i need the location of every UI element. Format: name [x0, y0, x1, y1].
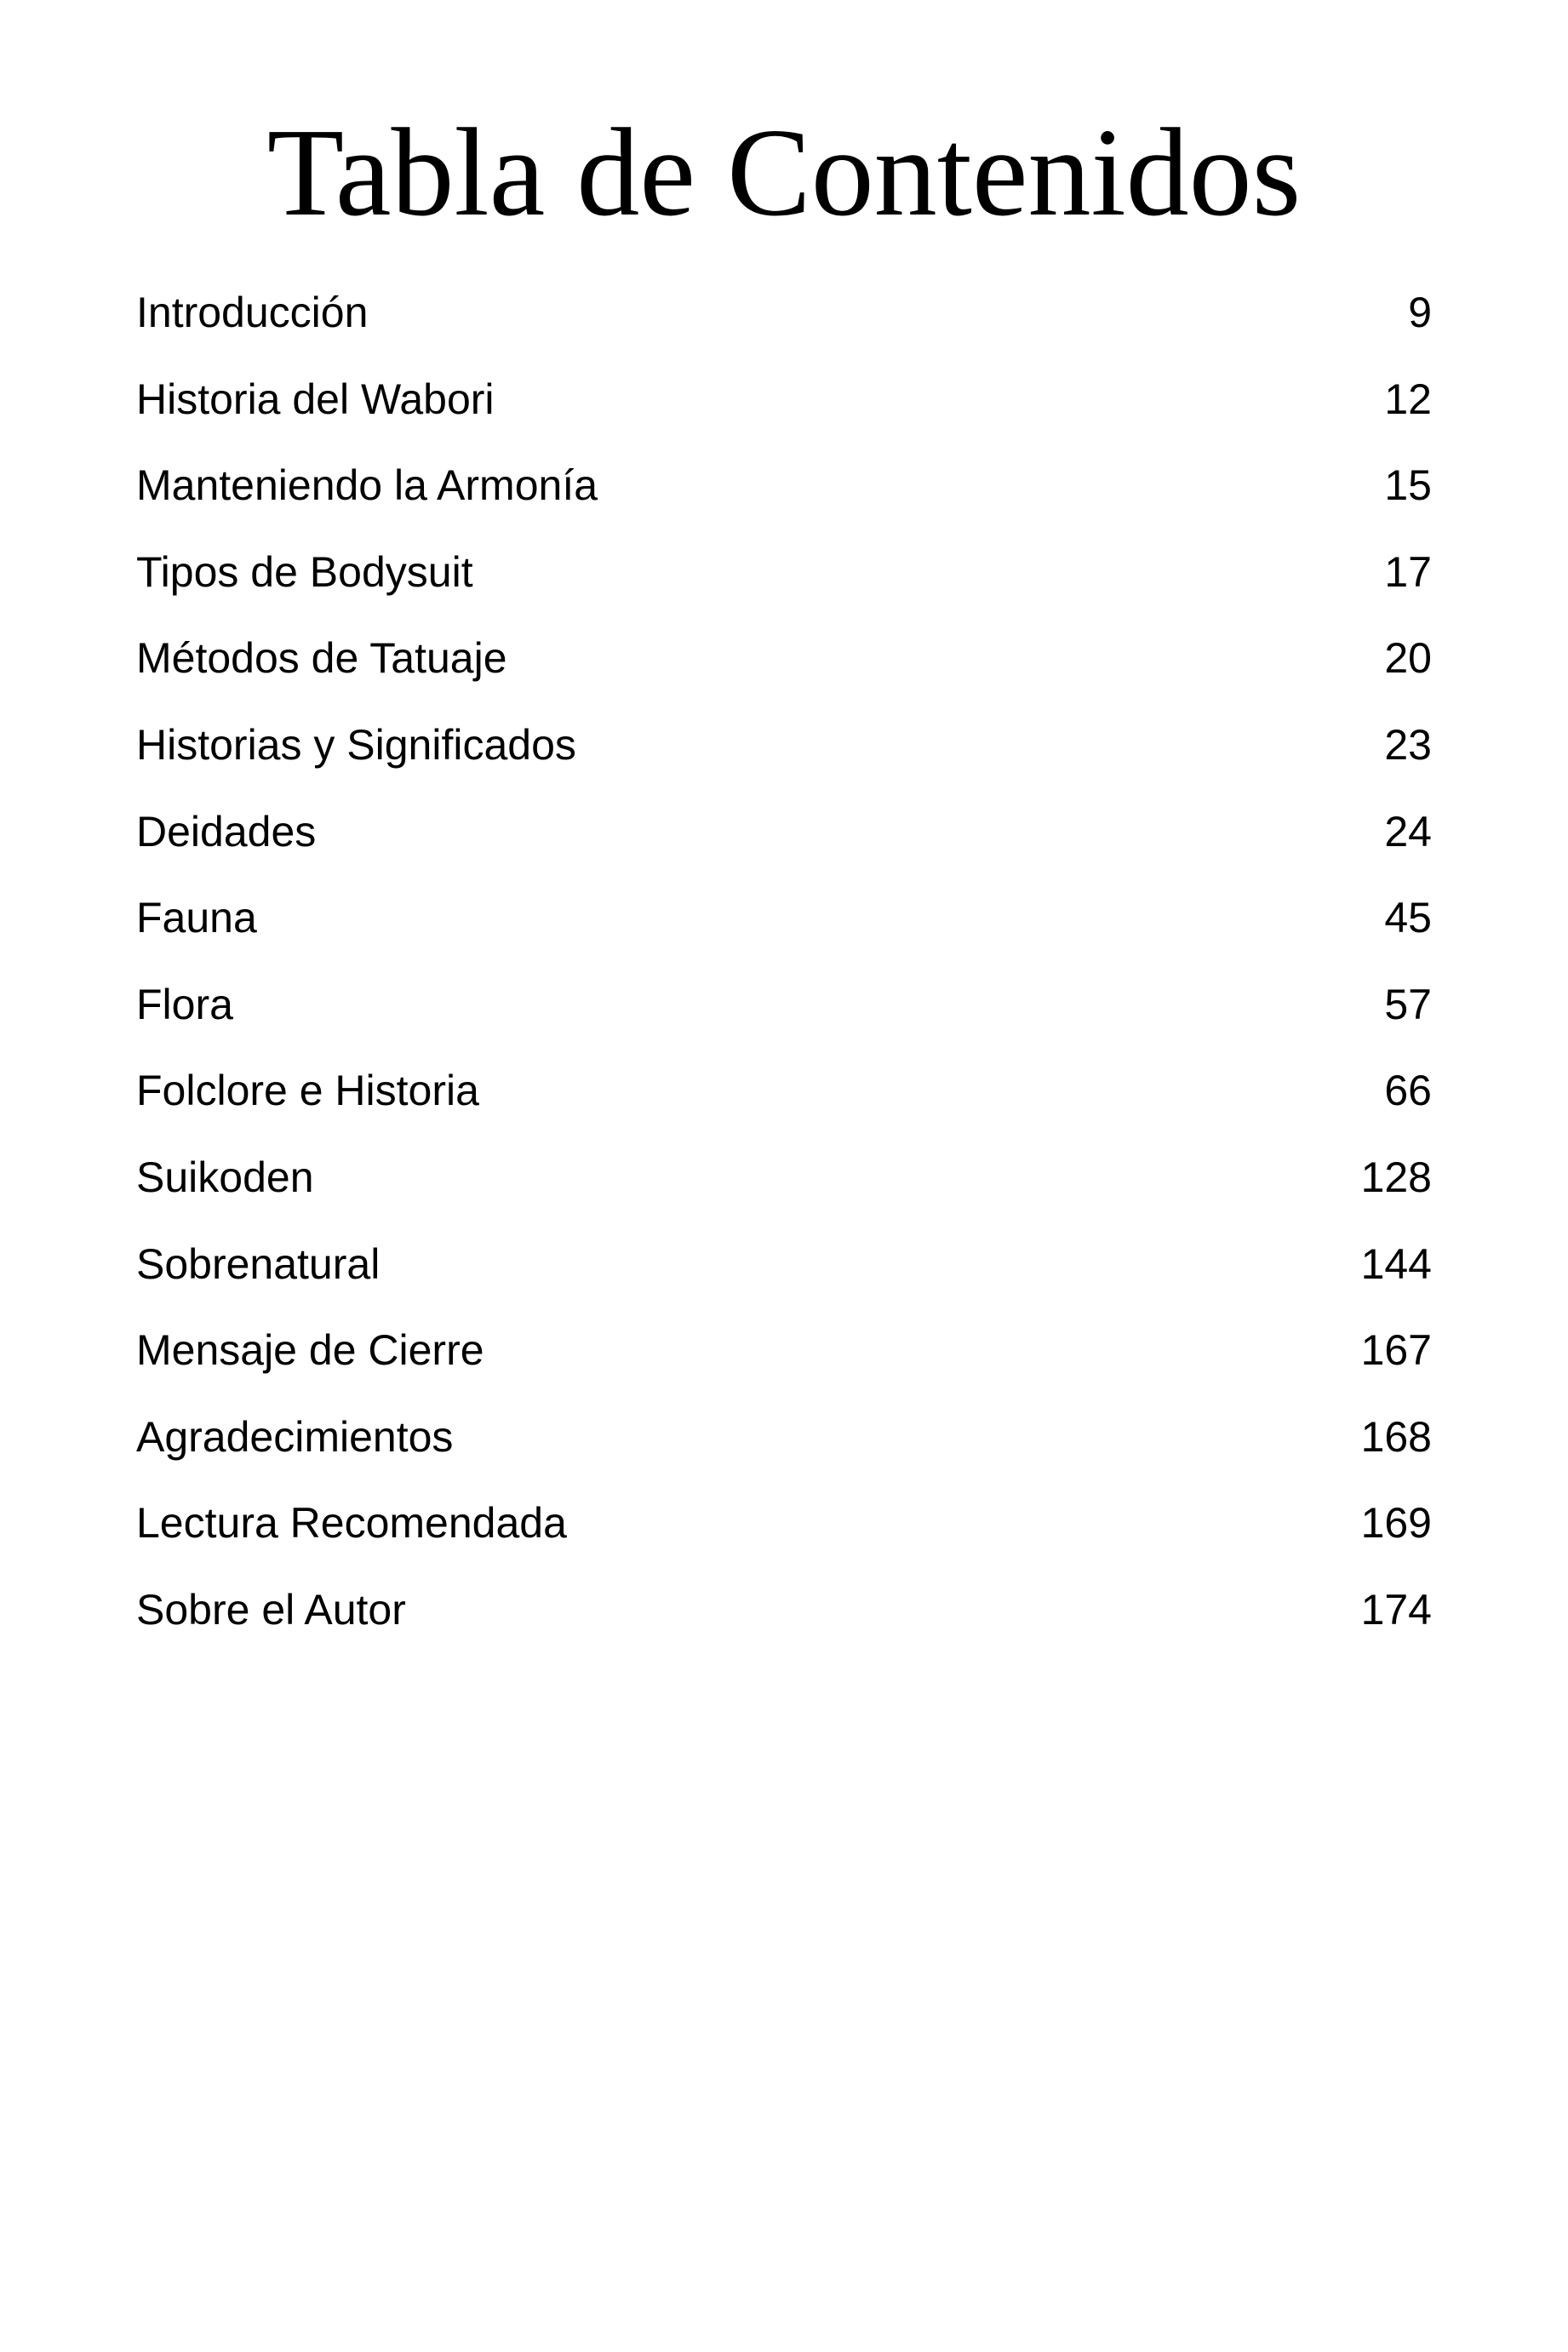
toc-entry-page: 57: [1384, 980, 1432, 1028]
toc-entry: Introducción 9: [136, 269, 1432, 356]
toc-entry: Agradecimientos 168: [136, 1393, 1432, 1480]
toc-entry-page: 66: [1384, 1067, 1432, 1115]
toc-entry-page: 45: [1384, 894, 1432, 942]
toc-entry: Lectura Recomendada 169: [136, 1479, 1432, 1566]
toc-entry-page: 17: [1384, 547, 1432, 596]
toc-entry: Manteniendo la Armonía 15: [136, 442, 1432, 529]
toc-entry-label: Introducción: [136, 289, 369, 336]
toc-entry-label: Mensaje de Cierre: [136, 1326, 484, 1375]
toc-entry-page: 20: [1384, 634, 1432, 683]
toc-entry-page: 23: [1384, 720, 1432, 769]
toc-entry: Suikoden 128: [136, 1134, 1432, 1221]
toc-entry: Deidades 24: [136, 788, 1432, 875]
toc-entry: Historias y Significados 23: [136, 701, 1432, 788]
toc-entry: Folclore e Historia 66: [136, 1047, 1432, 1134]
toc-entry-label: Métodos de Tatuaje: [136, 634, 507, 683]
toc-entry-page: 24: [1384, 807, 1432, 856]
toc-entry: Historia del Wabori 12: [136, 356, 1432, 443]
toc-entry: Fauna 45: [136, 874, 1432, 961]
toc-entry-label: Flora: [136, 980, 233, 1028]
toc-entry-label: Sobrenatural: [136, 1239, 381, 1288]
toc-entry: Sobrenatural 144: [136, 1221, 1432, 1308]
toc-entry-page: 168: [1360, 1412, 1432, 1461]
toc-entry-page: 144: [1360, 1239, 1432, 1288]
toc-entry-label: Historias y Significados: [136, 720, 576, 769]
toc-entry-page: 128: [1360, 1153, 1432, 1201]
page-title: Tabla de Contenidos: [266, 103, 1302, 243]
toc-entry-label: Lectura Recomendada: [136, 1499, 567, 1548]
toc-entry: Tipos de Bodysuit 17: [136, 529, 1432, 615]
toc-entry: Mensaje de Cierre 167: [136, 1307, 1432, 1393]
toc-entry-page: 167: [1360, 1326, 1432, 1375]
toc-entry-label: Folclore e Historia: [136, 1067, 479, 1115]
toc-entry-page: 15: [1384, 461, 1432, 510]
toc-entry-label: Fauna: [136, 894, 257, 942]
toc-entry-label: Manteniendo la Armonía: [136, 461, 598, 510]
toc-entry: Métodos de Tatuaje 20: [136, 615, 1432, 701]
toc-entry: Flora 57: [136, 961, 1432, 1048]
toc-entry-label: Sobre el Autor: [136, 1585, 406, 1634]
toc-entry-page: 174: [1360, 1585, 1432, 1634]
toc-entry-label: Suikoden: [136, 1153, 314, 1201]
toc-entry-label: Tipos de Bodysuit: [136, 547, 473, 596]
toc-entry-label: Historia del Wabori: [136, 375, 495, 423]
toc-entry-label: Agradecimientos: [136, 1412, 454, 1461]
toc-entry-page: 169: [1360, 1499, 1432, 1548]
table-of-contents: Introducción 9 Historia del Wabori 12 Manten…: [136, 269, 1432, 1653]
toc-entry: Sobre el Autor 174: [136, 1566, 1432, 1653]
toc-entry-page: 12: [1384, 375, 1432, 423]
toc-entry-label: Deidades: [136, 807, 317, 856]
toc-entry-page: 9: [1408, 289, 1432, 336]
